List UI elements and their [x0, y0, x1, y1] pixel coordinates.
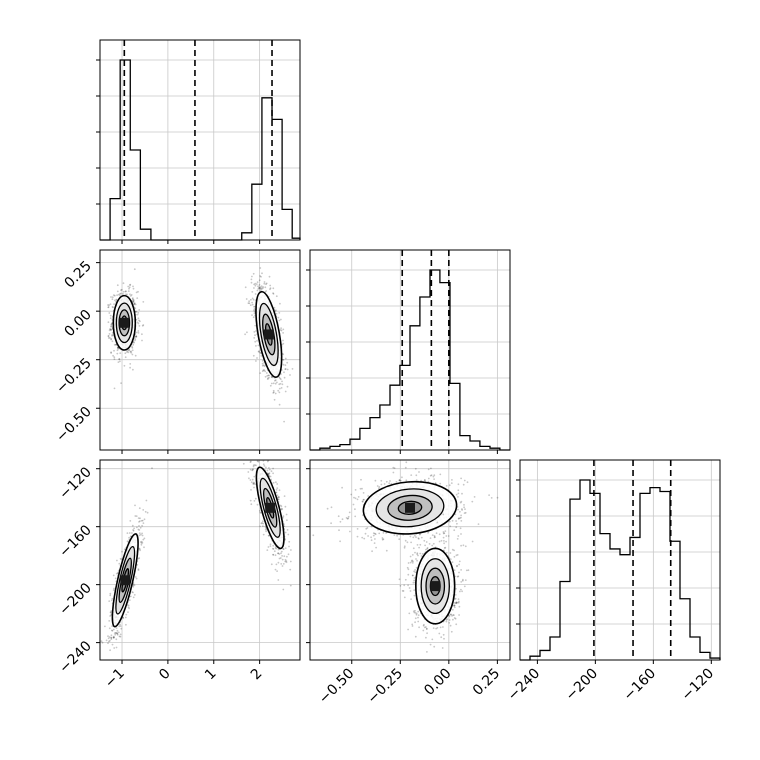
grid-lines [121, 40, 261, 240]
x-tick-label: 0 [156, 666, 174, 684]
density-peak [263, 329, 274, 340]
grid-lines [536, 460, 712, 660]
y-tick-label: −0.50 [53, 404, 95, 446]
x-tick-label: −120 [679, 666, 718, 705]
x-tick-label: −200 [563, 666, 602, 705]
histogram-p2 [520, 479, 721, 661]
x-tick-label: 0.00 [421, 666, 454, 699]
x-tick-label: −1 [102, 666, 128, 692]
y-tick-label: 0.00 [61, 307, 94, 340]
histogram-p0 [100, 59, 301, 241]
scatter-panel-p0-p1 [99, 249, 301, 451]
y-tick-label: −120 [56, 464, 95, 503]
y-tick-label: 0.25 [61, 258, 94, 291]
histogram-p1 [310, 269, 510, 451]
y-tick-label: −200 [56, 580, 95, 619]
hist-gridlines [100, 59, 300, 205]
grid-lines [310, 460, 510, 660]
scatter-p1-p2 [312, 461, 499, 653]
x-tick-label: 2 [248, 666, 266, 684]
scatter-p0-p2 [100, 460, 292, 652]
x-tick-label: −160 [621, 666, 660, 705]
hist-gridlines [310, 269, 510, 415]
density-peak [265, 502, 276, 513]
histogram-panel-p0 [99, 39, 301, 241]
scatter-panel-p0-p2 [99, 459, 301, 661]
scatter-panel-p1-p2 [309, 459, 511, 661]
histogram-panel-p2 [519, 459, 721, 661]
scatter-p0-p1 [107, 267, 294, 423]
density-peak [430, 581, 441, 592]
density-peak [120, 575, 131, 586]
density-peak [405, 502, 415, 513]
x-tick-label: −0.25 [364, 666, 406, 708]
x-tick-label: −240 [505, 666, 544, 705]
y-tick-label: −0.25 [53, 355, 95, 397]
y-tick-label: −240 [56, 638, 95, 677]
histogram-panel-p1 [309, 249, 511, 451]
grid-lines [351, 250, 498, 450]
density-peak [119, 317, 130, 328]
x-tick-label: 0.25 [470, 666, 503, 699]
y-tick-label: −160 [56, 522, 95, 561]
x-tick-label: 1 [202, 666, 220, 684]
x-tick-label: −0.50 [316, 666, 358, 708]
